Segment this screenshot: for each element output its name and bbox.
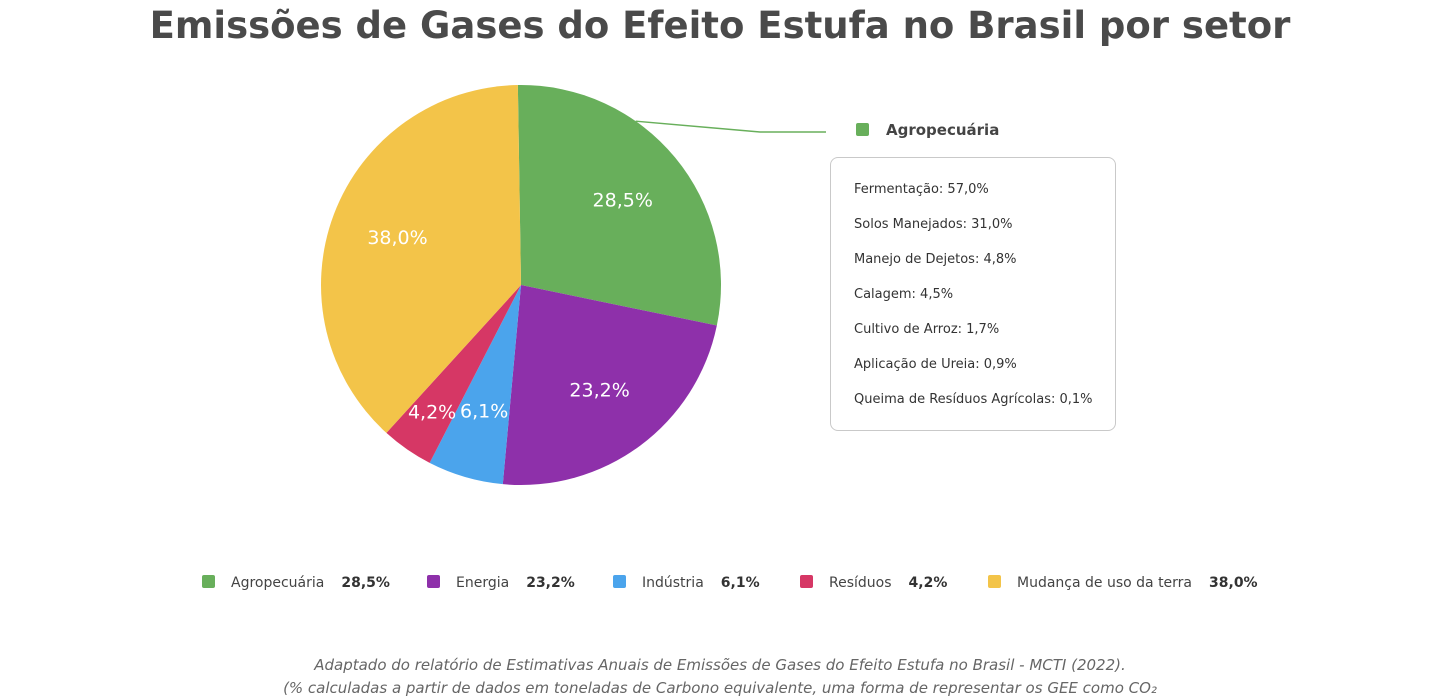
pie-slice-energia	[502, 285, 717, 485]
legend-item-residuos: Resíduos 4,2%	[800, 575, 947, 591]
pie-slice-labels: 28,5% 23,2% 6,1%4,2% 38,0%	[367, 189, 653, 423]
legend-label: Mudança de uso da terra	[1017, 575, 1193, 591]
callout-swatch	[856, 123, 869, 136]
pie-label-mudanca-uso-terra: 38,0%	[367, 227, 427, 249]
source-line-2: (% calculadas a partir de dados em tonel…	[283, 679, 1157, 697]
legend-swatch	[613, 575, 626, 588]
legend-label: Indústria	[642, 575, 704, 591]
legend: Agropecuária 28,5% Energia 23,2% Indústria 6,…	[0, 575, 1440, 597]
callout-title-label: Agropecuária	[886, 121, 1000, 139]
callout-item: Cultivo de Arroz: 1,7%	[854, 322, 1000, 337]
pie-label-energia: 23,2%	[569, 380, 629, 402]
legend-value: 4,2%	[908, 575, 948, 591]
legend-label: Agropecuária	[231, 575, 325, 591]
callout-connector-line	[635, 120, 826, 133]
legend-value: 23,2%	[526, 575, 575, 591]
callout-item: Aplicação de Ureia: 0,9%	[854, 357, 1017, 372]
source-note: Adaptado do relatório de Estimativas Anu…	[0, 654, 1440, 698]
callout-item: Fermentação: 57,0%	[854, 182, 989, 197]
callout-item: Manejo de Dejetos: 4,8%	[854, 252, 1017, 267]
chart-title: Emissões de Gases do Efeito Estufa no Br…	[149, 4, 1291, 47]
pie-label-agropecuaria: 28,5%	[593, 189, 653, 211]
pie-slice-industria	[429, 285, 521, 485]
pie-label-industria: 6,1%	[460, 400, 508, 422]
callout-title: Agropecuária	[856, 121, 999, 139]
pie-label-residuos: 4,2%	[408, 402, 456, 424]
legend-value: 38,0%	[1209, 575, 1258, 591]
legend-swatch	[988, 575, 1001, 588]
pie-slice-residuos	[386, 285, 521, 463]
legend-item-industria: Indústria 6,1%	[613, 575, 760, 591]
legend-value: 6,1%	[720, 575, 760, 591]
callout-item: Solos Manejados: 31,0%	[854, 217, 1013, 232]
legend-item-energia: Energia 23,2%	[427, 575, 575, 591]
legend-label: Resíduos	[829, 575, 892, 591]
legend-label: Energia	[456, 575, 510, 591]
callout-item: Calagem: 4,5%	[854, 287, 954, 302]
legend-swatch	[800, 575, 813, 588]
pie-slice-mudanca-uso-terra	[321, 85, 521, 433]
legend-item-agropecuaria: Agropecuária 28,5%	[202, 575, 390, 591]
legend-item-mudanca-uso-terra: Mudança de uso da terra 38,0%	[988, 575, 1258, 591]
pie-slice-agropecuaria	[517, 85, 721, 326]
legend-swatch	[202, 575, 215, 588]
callout-item: Queima de Resíduos Agrícolas: 0,1%	[854, 392, 1093, 407]
legend-value: 28,5%	[341, 575, 390, 591]
pie-slices	[321, 85, 721, 485]
callout-breakdown-box: Fermentação: 57,0% Solos Manejados: 31,0%…	[830, 157, 1116, 431]
legend-swatch	[427, 575, 440, 588]
source-line-1: Adaptado do relatório de Estimativas Anu…	[314, 656, 1126, 674]
